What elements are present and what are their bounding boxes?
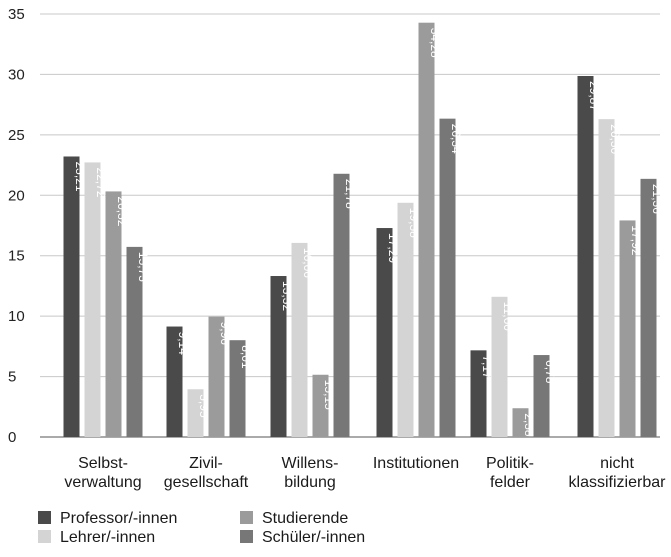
bar — [63, 156, 80, 437]
category-label: Selbst-verwaltung — [64, 455, 141, 491]
data-label: 34,28 — [428, 28, 442, 58]
category-label: Institutionen — [373, 455, 459, 472]
bar — [105, 191, 122, 437]
data-label: 19,38 — [407, 208, 421, 238]
y-tick-label: 20 — [8, 187, 25, 204]
bar — [598, 119, 615, 437]
bar — [229, 340, 246, 437]
data-label: 26,30 — [608, 124, 622, 154]
bar — [208, 316, 225, 437]
legend-label: Professor/-innen — [60, 510, 177, 527]
data-label: 15,73 — [136, 252, 150, 282]
bar — [333, 173, 350, 438]
data-label: 29,87 — [587, 81, 601, 111]
bar — [577, 75, 594, 437]
data-labels: 23,21 9,14 13,32 17,29 7,17 29,87 22,72 3,95 16,… — [73, 28, 664, 437]
y-axis-ticks: 0 5 10 15 20 25 30 35 — [8, 6, 25, 446]
data-label: 11,60 — [501, 302, 515, 331]
data-label: 15,15 — [322, 380, 336, 410]
bar — [439, 118, 456, 437]
y-tick-label: 25 — [8, 127, 25, 144]
data-label: 22,72 — [94, 167, 108, 197]
data-label: 17,29 — [386, 233, 400, 263]
category-label: nicht klassifizierbar — [569, 455, 667, 491]
category-label: Willens-bildung — [282, 455, 339, 491]
bar — [397, 202, 414, 437]
legend-swatch — [240, 530, 253, 543]
data-label: 13,32 — [280, 281, 294, 311]
data-label: 16,06 — [301, 248, 315, 278]
legend-swatch — [240, 511, 253, 524]
data-label: 26,34 — [449, 124, 463, 154]
x-axis-categories: Selbst-verwaltung Zivil-gesellschaft Wille… — [64, 455, 666, 491]
bar — [533, 355, 550, 437]
legend-swatch — [38, 530, 51, 543]
data-label: 6,78 — [543, 360, 557, 384]
data-label: 17,92 — [629, 225, 643, 255]
data-label: 3,95 — [197, 394, 211, 418]
bar — [126, 246, 143, 437]
y-tick-label: 30 — [8, 66, 25, 83]
bar — [491, 296, 508, 437]
bar — [640, 178, 657, 438]
data-label: 20,32 — [115, 196, 129, 226]
bar — [291, 242, 308, 437]
legend-label: Studierende — [262, 510, 348, 527]
legend-label: Lehrer/-innen — [60, 529, 155, 546]
data-label: 9,96 — [218, 322, 232, 346]
y-tick-label: 5 — [8, 369, 16, 386]
legend-label: Schüler/-innen — [262, 529, 365, 546]
y-tick-label: 0 — [8, 429, 16, 446]
y-tick-label: 35 — [8, 6, 25, 23]
bar — [619, 220, 636, 437]
bar — [376, 228, 393, 437]
bar — [418, 22, 435, 437]
category-label: Politik-felder — [486, 455, 534, 491]
data-label: 2,38 — [522, 413, 536, 437]
data-label: 21,36 — [650, 184, 664, 214]
legend: Professor/-innen Lehrer/-innen Studierende… — [38, 510, 365, 546]
data-label: 21,78 — [343, 179, 357, 209]
category-label: Zivil-gesellschaft — [164, 455, 249, 491]
bar — [166, 326, 183, 437]
bar — [312, 374, 329, 437]
data-label: 7,17 — [480, 355, 494, 379]
bars — [63, 22, 657, 438]
bar — [84, 162, 101, 437]
bar — [187, 389, 204, 437]
bar — [270, 276, 287, 437]
bar — [512, 408, 529, 437]
legend-swatch — [38, 511, 51, 524]
y-tick-label: 15 — [8, 248, 25, 265]
data-label: 9,14 — [176, 332, 190, 356]
gridlines — [40, 13, 660, 438]
bar — [470, 350, 487, 437]
data-label: 8,01 — [239, 345, 253, 369]
y-tick-label: 10 — [8, 308, 25, 325]
data-label: 23,21 — [73, 161, 87, 191]
